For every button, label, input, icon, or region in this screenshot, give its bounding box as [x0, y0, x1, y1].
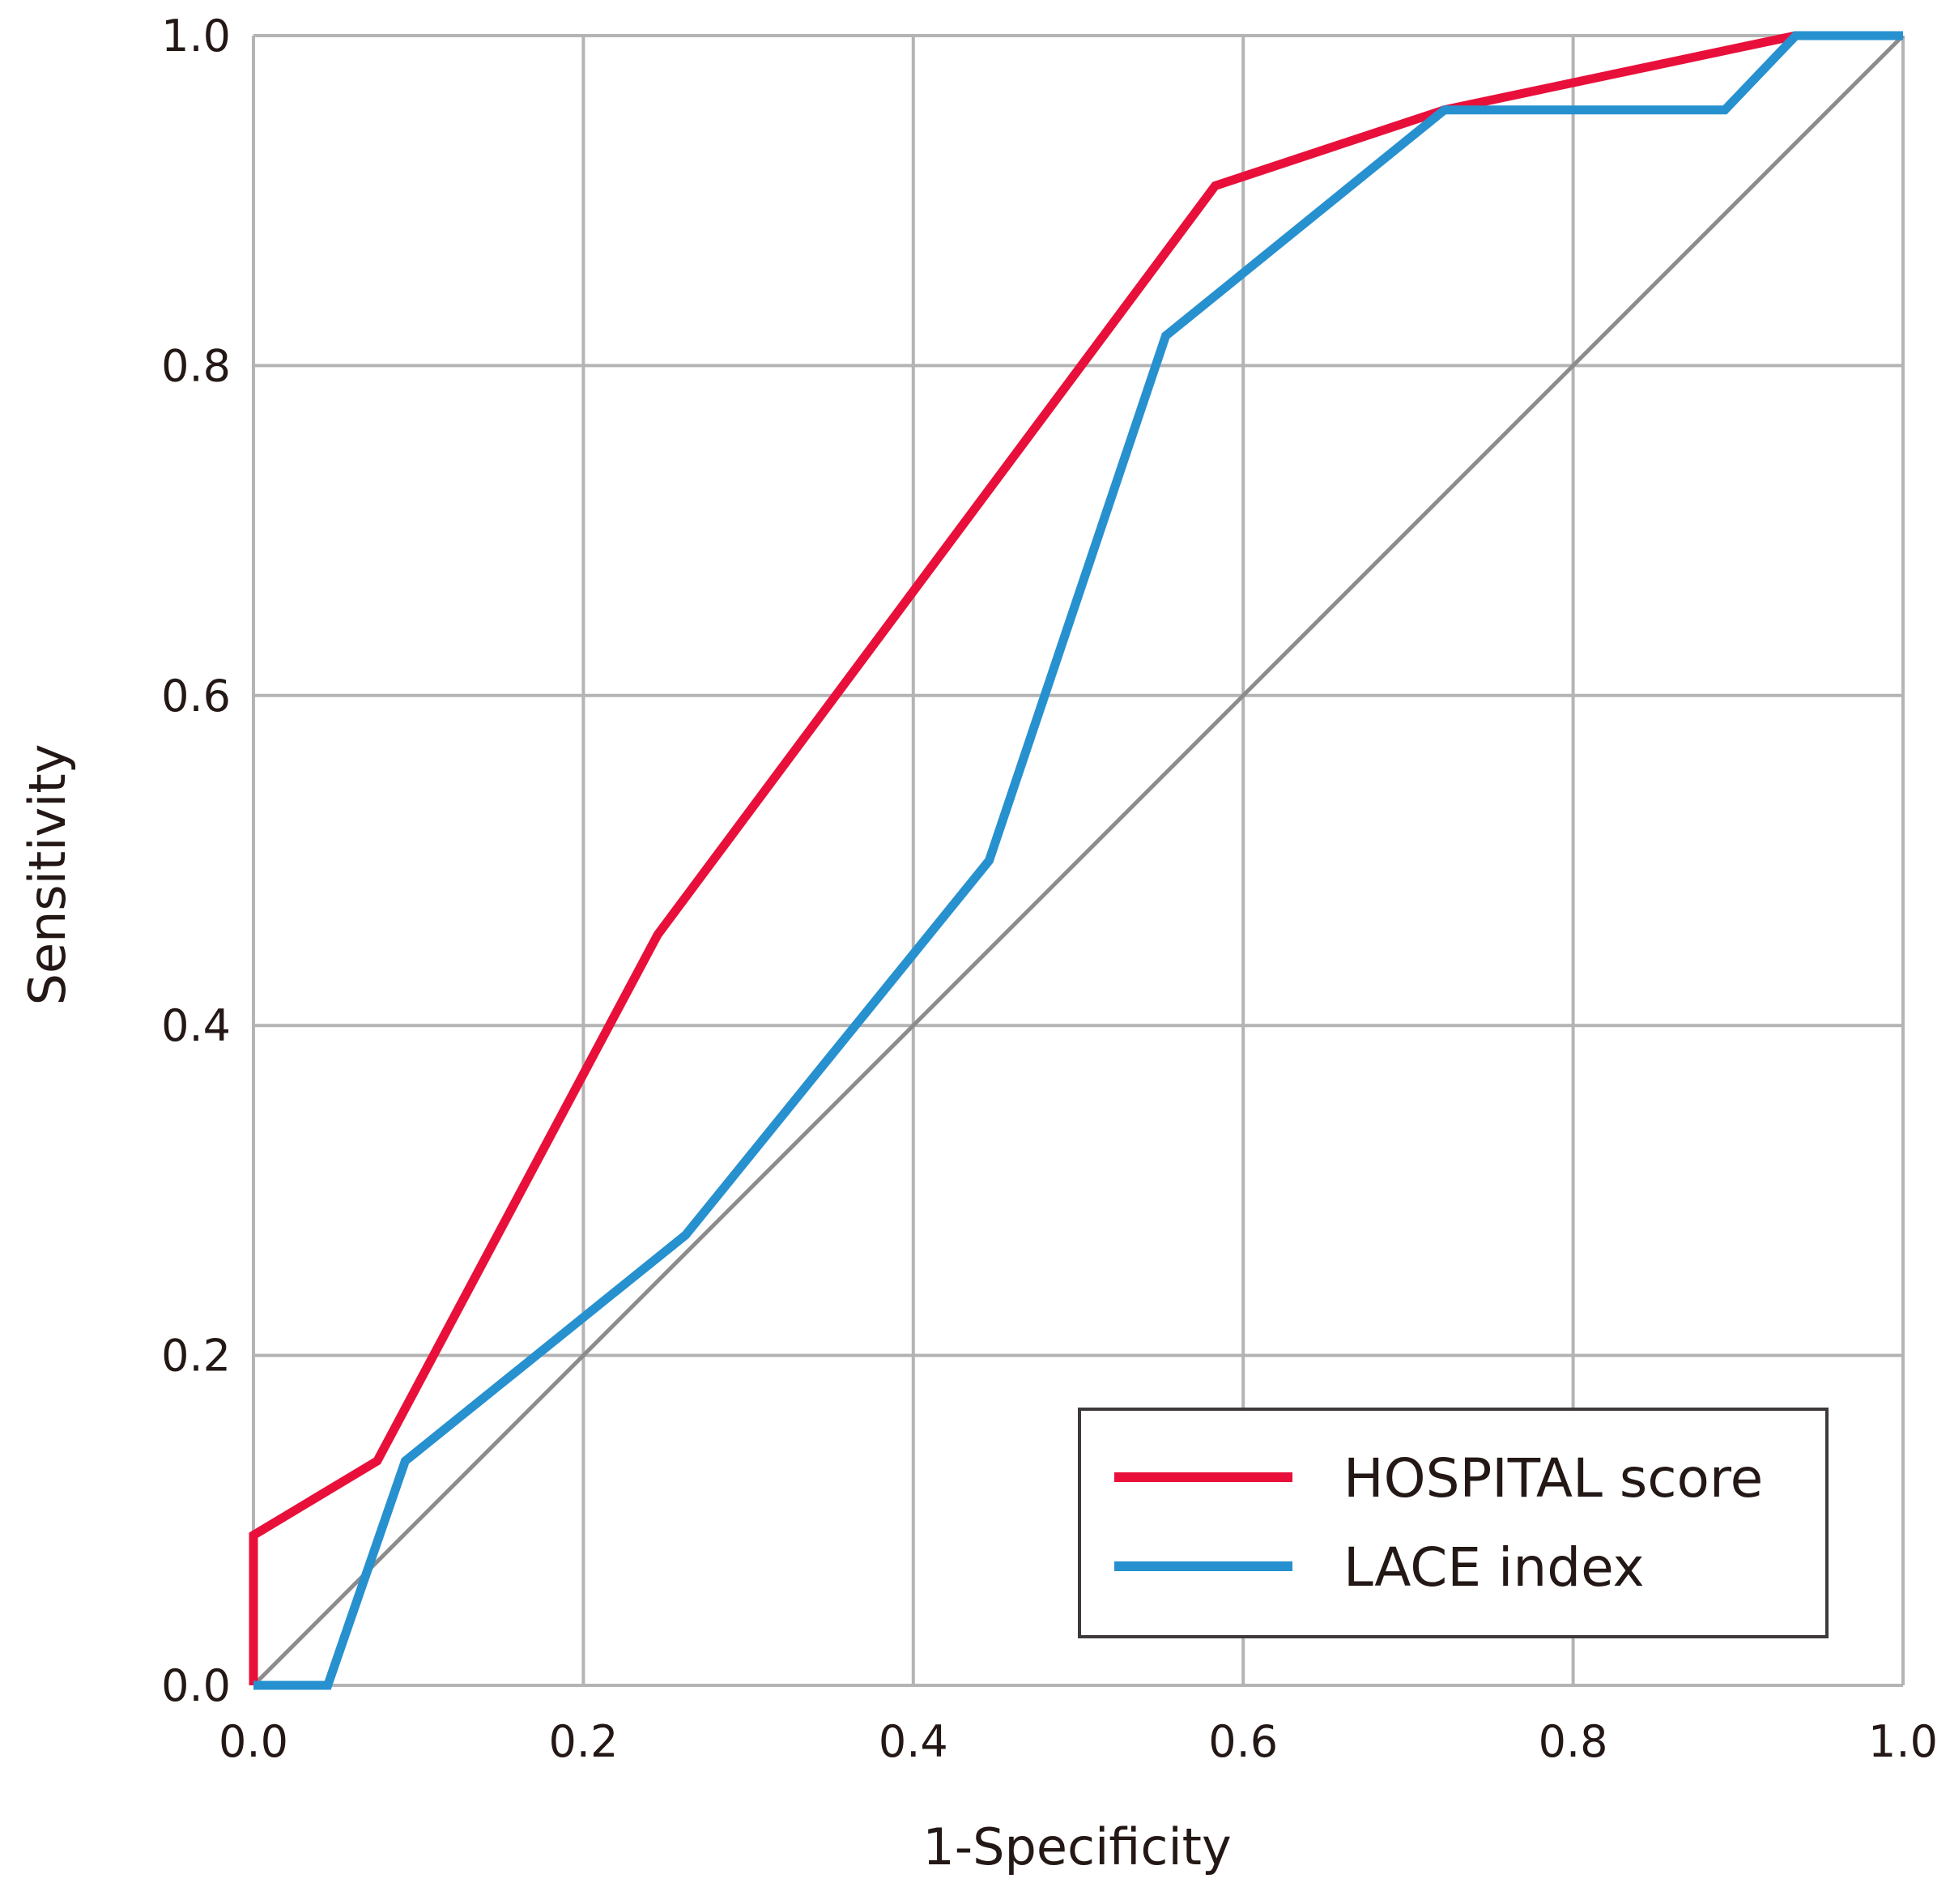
series-line-lace-index — [253, 31, 1903, 1690]
series-lines — [249, 31, 1905, 1690]
x-tick-label: 0.6 — [1208, 1716, 1278, 1767]
legend-label: HOSPITAL score — [1343, 1447, 1763, 1510]
y-tick-label: 0.8 — [161, 340, 231, 391]
y-tick-label: 0.2 — [161, 1331, 231, 1382]
y-axis-title: Sensitivity — [18, 744, 77, 1006]
x-axis-tick-labels: 0.0 0.2 0.4 0.6 0.8 1.0 — [219, 1716, 1938, 1767]
y-tick-label: 1.0 — [161, 11, 231, 62]
legend-box — [1078, 1408, 1829, 1638]
y-tick-label: 0.4 — [161, 1000, 231, 1051]
y-axis-tick-labels: 0.0 0.2 0.4 0.6 0.8 1.0 — [161, 11, 231, 1711]
x-tick-label: 1.0 — [1868, 1716, 1938, 1767]
x-tick-label: 0.2 — [548, 1716, 618, 1767]
y-tick-label: 0.0 — [161, 1660, 231, 1711]
x-tick-label: 0.8 — [1539, 1716, 1608, 1767]
series-line-hospital-score — [249, 31, 1903, 1685]
legend: HOSPITAL score LACE index — [1078, 1408, 1829, 1638]
x-tick-label: 0.0 — [219, 1716, 288, 1767]
y-tick-label: 0.6 — [161, 671, 231, 722]
x-tick-label: 0.4 — [879, 1716, 948, 1767]
legend-label: LACE index — [1343, 1536, 1645, 1599]
x-axis-title: 1-Specificity — [922, 1817, 1231, 1876]
series-line-reference — [252, 34, 1905, 1687]
